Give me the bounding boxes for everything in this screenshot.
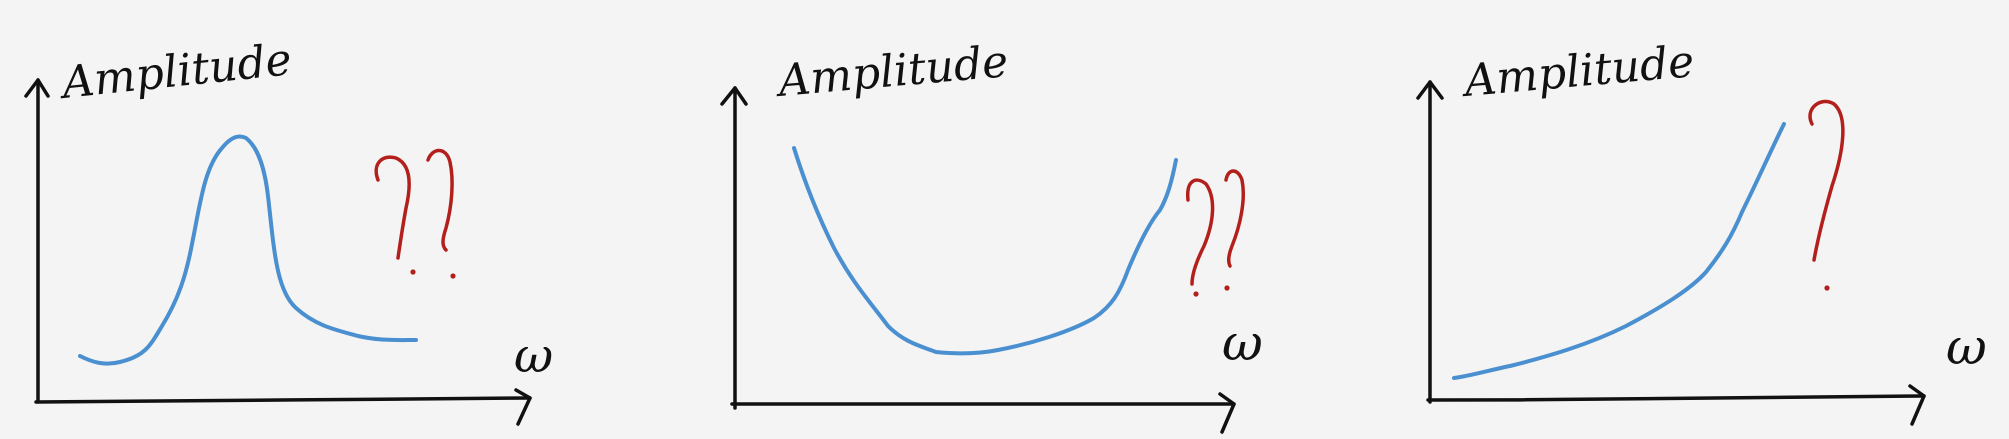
panel-3-y-arrowhead xyxy=(1416,80,1444,100)
panel-2-question-dot-2 xyxy=(1224,285,1230,291)
panel-1-y-label: Amplitude xyxy=(56,34,294,109)
panel-3-y-label: Amplitude xyxy=(1459,36,1697,107)
panel-3-x-label: ω xyxy=(1946,318,1987,376)
panel-2: Amplitude ω ?? xyxy=(720,36,1263,434)
panel-2-u-curve xyxy=(792,146,1178,356)
panel-2-question-mark-1 xyxy=(1186,178,1215,286)
panel-1: Amplitude ω ?? xyxy=(24,34,553,426)
panel-1-question-mark-2 xyxy=(426,148,454,252)
panel-1-resonance-curve xyxy=(78,134,418,366)
panel-3: Amplitude ω ? xyxy=(1416,36,1987,426)
panel-3-x-arrowhead xyxy=(1908,384,1926,426)
panel-1-x-axis xyxy=(34,396,532,404)
panel-1-x-arrowhead xyxy=(514,388,532,426)
panel-2-question-dot-1 xyxy=(1193,291,1199,297)
panel-3-x-axis xyxy=(1426,394,1926,402)
panel-2-x-arrowhead xyxy=(1218,392,1236,434)
panel-1-question-mark-1 xyxy=(374,155,411,260)
panel-3-question-mark xyxy=(1808,99,1845,262)
panel-3-question-dot xyxy=(1824,285,1830,291)
panel-2-question-mark-2 xyxy=(1224,169,1246,268)
panel-2-y-arrowhead xyxy=(720,86,748,106)
panel-2-x-label: ω xyxy=(1222,314,1263,372)
panel-1-question-dot-2 xyxy=(450,273,456,279)
panel-1-y-arrowhead xyxy=(24,78,50,98)
panel-2-y-label: Amplitude xyxy=(773,36,1011,107)
panel-3-rising-curve xyxy=(1452,122,1786,380)
panel-1-question-dot-1 xyxy=(410,269,416,275)
panel-1-x-label: ω xyxy=(514,328,553,384)
